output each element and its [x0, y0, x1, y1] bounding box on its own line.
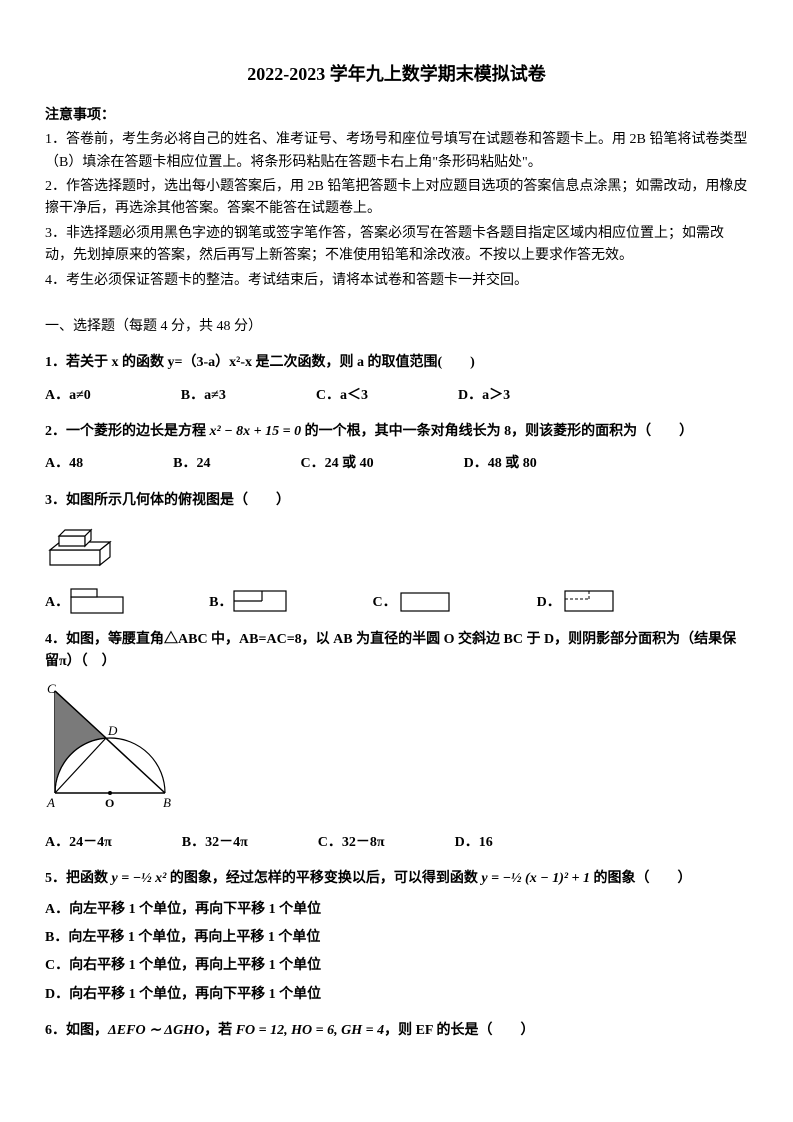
notice-block: 注意事项： 1．答卷前，考生务必将自己的姓名、准考证号、考场号和座位号填写在试题…	[45, 105, 748, 292]
q3-option-b-icon	[232, 587, 292, 615]
svg-text:O: O	[105, 796, 114, 810]
q6-stem-post: ，则 EF 的长是（ ）	[384, 1023, 534, 1038]
q2-equation: x² − 8x + 15 = 0	[206, 424, 305, 439]
q1-option-c: C．a＜3	[316, 385, 368, 407]
q5-stem-pre: 5．把函数	[45, 871, 112, 886]
question-2-options: A．48 B．24 C．24 或 40 D．48 或 80	[45, 453, 748, 475]
question-1-options: A．a≠0 B．a≠3 C．a＜3 D．a＞3	[45, 385, 748, 407]
q5-eq1: y = −½ x²	[112, 871, 167, 886]
q3-option-b: B．	[209, 587, 292, 615]
q4-option-d: D．16	[455, 832, 493, 854]
question-3: 3．如图所示几何体的俯视图是（ ）	[45, 490, 748, 512]
notice-item-2: 2．作答选择题时，选出每小题答案后，用 2B 铅笔把答题卡上对应题目选项的答案信…	[45, 176, 748, 221]
notice-item-1: 1．答卷前，考生务必将自己的姓名、准考证号、考场号和座位号填写在试题卷和答题卡上…	[45, 129, 748, 174]
q4-option-c: C．32－8π	[318, 832, 385, 854]
q3-option-a: A．	[45, 587, 129, 615]
q4-option-a: A．24－4π	[45, 832, 112, 854]
q5-option-d: D．向右平移 1 个单位，再向下平移 1 个单位	[45, 984, 748, 1006]
svg-text:C: C	[47, 683, 56, 696]
q2-option-b: B．24	[173, 453, 210, 475]
q1-option-a: A．a≠0	[45, 385, 91, 407]
q2-stem-post: 的一个根，其中一条对角线长为 8，则该菱形的面积为（ ）	[305, 424, 694, 439]
q3-option-d: D．	[537, 587, 621, 615]
q4-option-b: B．32－4π	[182, 832, 248, 854]
question-1: 1．若关于 x 的函数 y=（3-a）x²-x 是二次函数，则 a 的取值范围(…	[45, 352, 748, 374]
q2-option-d: D．48 或 80	[464, 453, 537, 475]
question-6: 6．如图，ΔEFO ∼ ΔGHO，若 FO = 12, HO = 6, GH =…	[45, 1020, 748, 1042]
q6-eq2: FO = 12, HO = 6, GH = 4	[236, 1023, 384, 1038]
q5-stem-post: 的图象（ ）	[590, 871, 692, 886]
section-1-header: 一、选择题（每题 4 分，共 48 分）	[45, 316, 748, 338]
q3-option-c: C．	[372, 587, 456, 615]
q1-option-d: D．a＞3	[458, 385, 510, 407]
q3-c-label: C．	[372, 592, 396, 614]
q5-eq2: y = −½ (x − 1)² + 1	[481, 871, 590, 886]
q3-option-c-icon	[397, 587, 457, 615]
q5-stem-mid: 的图象，经过怎样的平移变换以后，可以得到函数	[166, 871, 481, 886]
notice-item-4: 4．考生必须保证答题卡的整洁。考试结束后，请将本试卷和答题卡一并交回。	[45, 270, 748, 292]
question-4: 4．如图，等腰直角△ABC 中，AB=AC=8，以 AB 为直径的半圆 O 交斜…	[45, 629, 748, 674]
q5-option-c: C．向右平移 1 个单位，再向上平移 1 个单位	[45, 955, 748, 977]
q3-a-label: A．	[45, 592, 69, 614]
q1-option-b: B．a≠3	[181, 385, 226, 407]
q3-option-a-icon	[69, 587, 129, 615]
svg-text:D: D	[107, 723, 118, 738]
question-5-options: A．向左平移 1 个单位，再向下平移 1 个单位 B．向左平移 1 个单位，再向…	[45, 899, 748, 1007]
question-2: 2．一个菱形的边长是方程 x² − 8x + 15 = 0 的一个根，其中一条对…	[45, 421, 748, 443]
notice-header: 注意事项：	[45, 105, 748, 127]
q2-option-a: A．48	[45, 453, 83, 475]
q5-option-b: B．向左平移 1 个单位，再向上平移 1 个单位	[45, 927, 748, 949]
q6-stem-pre: 6．如图，	[45, 1023, 108, 1038]
q6-stem-mid: ，若	[204, 1023, 236, 1038]
q3-d-label: D．	[537, 592, 561, 614]
q3-solid-figure	[45, 520, 748, 576]
q2-stem-pre: 2．一个菱形的边长是方程	[45, 424, 206, 439]
q5-option-a: A．向左平移 1 个单位，再向下平移 1 个单位	[45, 899, 748, 921]
svg-text:B: B	[163, 795, 171, 810]
question-3-options: A． B． C． D．	[45, 587, 748, 615]
q3-b-label: B．	[209, 592, 232, 614]
page-title: 2022-2023 学年九上数学期末模拟试卷	[45, 60, 748, 89]
q4-figure: C D A B O	[45, 683, 748, 821]
question-5: 5．把函数 y = −½ x² 的图象，经过怎样的平移变换以后，可以得到函数 y…	[45, 868, 748, 890]
q2-option-c: C．24 或 40	[300, 453, 373, 475]
q3-option-d-icon	[561, 587, 621, 615]
question-4-options: A．24－4π B．32－4π C．32－8π D．16	[45, 832, 748, 854]
q6-eq1: ΔEFO ∼ ΔGHO	[108, 1023, 204, 1038]
svg-text:A: A	[46, 795, 55, 810]
notice-item-3: 3．非选择题必须用黑色字迹的钢笔或签字笔作答，答案必须写在答题卡各题目指定区域内…	[45, 223, 748, 268]
